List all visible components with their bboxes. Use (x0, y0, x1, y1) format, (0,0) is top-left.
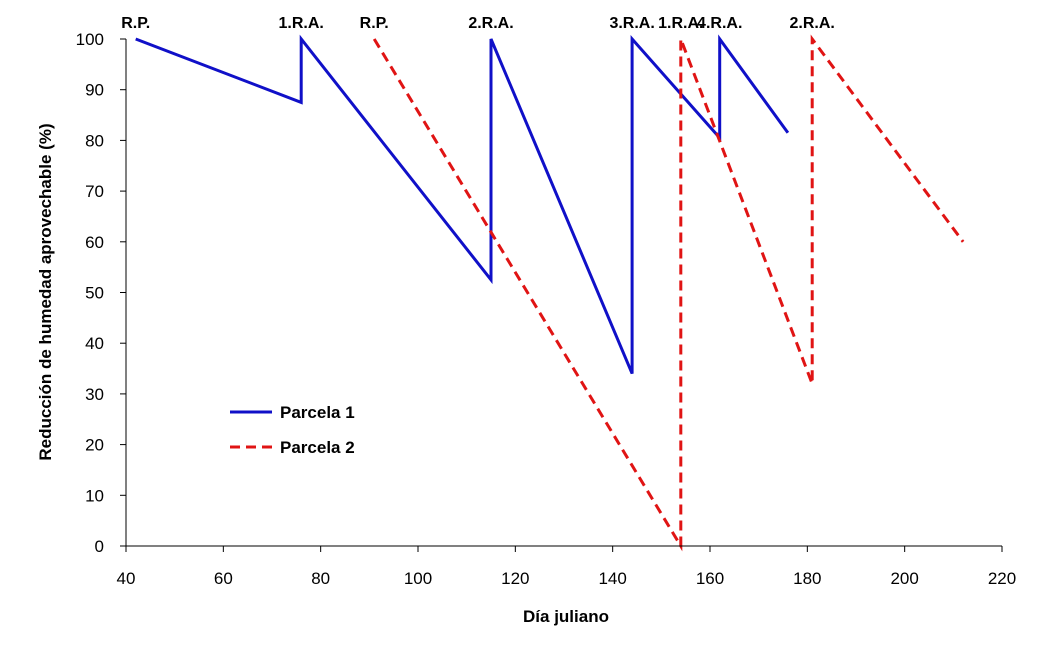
event-label: 1.R.A. (279, 15, 324, 32)
y-tick-label: 30 (85, 385, 104, 404)
y-axis-ticks: 0 10 20 30 40 50 60 70 80 90 100 (76, 30, 126, 556)
y-tick-label: 80 (85, 131, 104, 150)
x-tick-label: 60 (214, 569, 233, 588)
legend-label-parcela-1: Parcela 1 (280, 403, 355, 422)
event-label: R.P. (360, 15, 389, 32)
y-tick-label: 0 (95, 537, 104, 556)
legend-label-parcela-2: Parcela 2 (280, 438, 355, 457)
y-tick-label: 90 (85, 81, 104, 100)
x-axis-ticks: 40 60 80 100 120 140 160 180 200 220 (117, 546, 1016, 588)
x-tick-label: 180 (793, 569, 821, 588)
x-tick-label: 160 (696, 569, 724, 588)
y-tick-label: 40 (85, 334, 104, 353)
y-axis-title: Reducción de humedad aprovechable (%) (36, 123, 55, 460)
x-tick-label: 220 (988, 569, 1016, 588)
series-line-parcela-1 (135, 34, 790, 375)
x-tick-label: 200 (890, 569, 918, 588)
x-tick-label: 120 (501, 569, 529, 588)
y-tick-label: 20 (85, 436, 104, 455)
event-label: 2.R.A. (468, 15, 513, 32)
x-tick-label: 80 (311, 569, 330, 588)
x-axis-title: Día juliano (523, 607, 609, 626)
legend: Parcela 1 Parcela 2 (230, 403, 355, 457)
event-label: 3.R.A. (609, 15, 654, 32)
x-tick-label: 40 (117, 569, 136, 588)
x-tick-label: 100 (404, 569, 432, 588)
y-tick-label: 50 (85, 284, 104, 303)
y-tick-label: 100 (76, 30, 104, 49)
plot-area (135, 34, 965, 552)
y-tick-label: 60 (85, 233, 104, 252)
series-line-parcela-2 (372, 34, 965, 552)
event-label: R.P. (121, 15, 150, 32)
y-tick-label: 10 (85, 486, 104, 505)
event-annotations: R.P. 1.R.A. R.P. 2.R.A. 3.R.A. 1.R.A.4.R.A. 2.… (121, 15, 835, 32)
event-label: 2.R.A. (790, 15, 835, 32)
x-tick-label: 140 (598, 569, 626, 588)
event-label: 4.R.A. (697, 15, 742, 32)
y-tick-label: 70 (85, 182, 104, 201)
event-label: 1.R.A. (658, 15, 703, 32)
